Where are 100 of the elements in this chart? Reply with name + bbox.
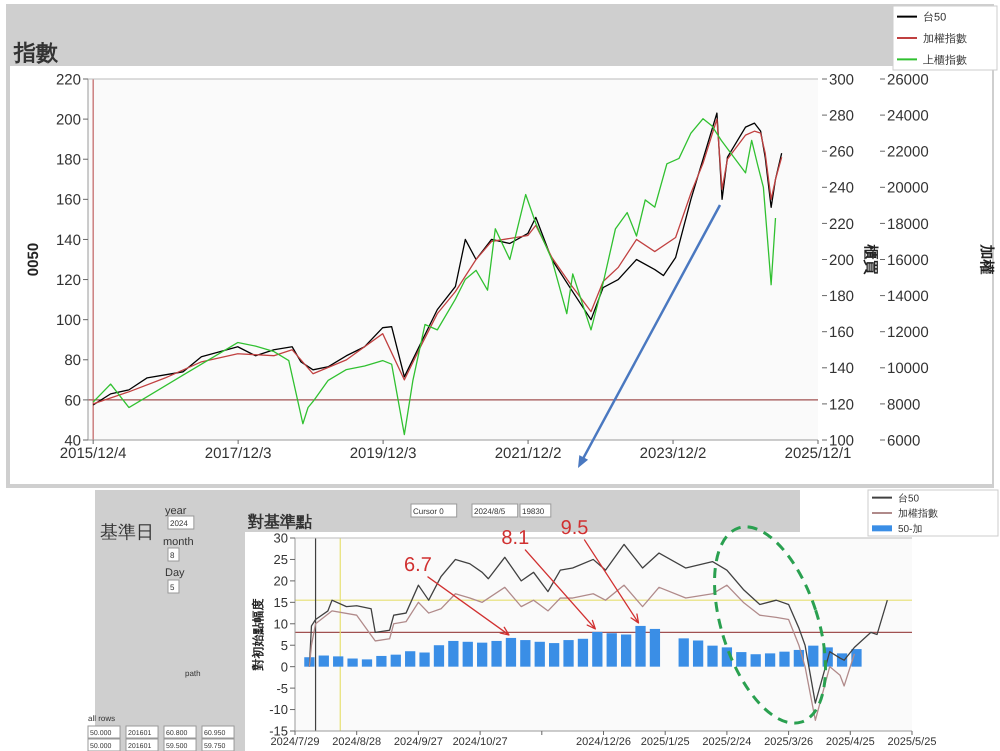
- bar: [750, 654, 761, 667]
- y3-tick-label: 18000: [887, 216, 929, 233]
- x-tick-label: 2017/12/3: [204, 445, 272, 462]
- y3-tick-label: 12000: [887, 324, 929, 342]
- y3-axis-title: 加權: [978, 244, 995, 274]
- y-axis-title: 0050: [25, 242, 42, 276]
- text: Cursor 0: [413, 507, 444, 516]
- bar: [678, 638, 689, 667]
- y-tick-label: 30: [274, 530, 288, 546]
- x-tick-label: 2025/4/25: [826, 736, 875, 748]
- y-tick-label: 15: [274, 595, 288, 610]
- y3-tick-label: 24000: [887, 108, 929, 124]
- bar: [405, 651, 416, 667]
- bar: [534, 642, 545, 667]
- annotation: 6.7: [404, 554, 432, 576]
- x-tick-label: 2024/9/27: [394, 736, 443, 748]
- y3-tick-label: 20000: [887, 180, 929, 197]
- bar: [650, 628, 660, 667]
- bar: [448, 640, 459, 667]
- y-tick-label: 140: [56, 232, 81, 249]
- annotation: 8.1: [501, 526, 530, 549]
- chart-title: 指數: [13, 40, 59, 65]
- y2-tick-label: 280: [829, 108, 854, 124]
- y2-axis-title: 櫃買: [862, 244, 879, 274]
- bar: [578, 638, 588, 667]
- y-tick-label: 25: [274, 552, 288, 568]
- y-tick-label: 100: [56, 312, 81, 330]
- text: year: [165, 505, 187, 517]
- y-axis-title: 對初始點幅度: [251, 598, 265, 672]
- legend-label: 台50: [923, 10, 946, 24]
- bar: [491, 640, 502, 667]
- bar: [635, 626, 646, 667]
- y2-tick-label: 220: [829, 216, 854, 233]
- x-tick-label: 2019/12/3: [350, 445, 416, 462]
- chart-title: 對基準點: [247, 513, 312, 531]
- text: 19830: [522, 507, 545, 516]
- annotation: 9.5: [560, 516, 588, 539]
- line-series: [308, 584, 856, 721]
- x-tick-label: 2021/12/2: [494, 445, 562, 462]
- x-tick-label: 2025/12/1: [784, 445, 852, 462]
- y-tick-label: 5: [280, 638, 288, 653]
- y2-tick-label: 260: [829, 144, 854, 161]
- x-tick-label: 2015/12/4: [60, 445, 127, 462]
- y-tick-label: 120: [56, 272, 81, 289]
- y-tick-label: 0: [280, 659, 288, 674]
- text: 8: [170, 551, 175, 560]
- legend-label: 加權指數: [898, 508, 938, 520]
- text: month: [163, 536, 194, 548]
- bar: [592, 632, 602, 667]
- legend-label: 上櫃指數: [923, 53, 967, 66]
- text: 5: [170, 583, 175, 592]
- bar: [808, 646, 818, 667]
- x-tick-label: 2024/8/28: [332, 736, 382, 748]
- x-tick-label: 2024/10/27: [452, 736, 508, 748]
- bar: [376, 656, 387, 667]
- y-tick-label: -10: [269, 702, 288, 718]
- y2-tick-label: 200: [829, 252, 854, 269]
- bar: [390, 654, 401, 667]
- x-tick-label: 2023/12/2: [640, 445, 706, 462]
- x-tick-label: 2025/2/24: [702, 736, 752, 748]
- text: all rows: [88, 714, 116, 723]
- y2-tick-label: 140: [829, 360, 854, 378]
- y2-tick-label: 120: [829, 396, 854, 414]
- text: 2024/8/5: [474, 507, 506, 516]
- y-tick-label: 20: [274, 574, 288, 589]
- bar: [549, 643, 560, 667]
- bar: [333, 656, 344, 667]
- legend-label: 加權指數: [923, 32, 967, 45]
- x-tick-label: 2024/7/29: [270, 736, 320, 748]
- x-tick-label: 2025/3/26: [764, 736, 814, 748]
- y-tick-label: 200: [56, 112, 81, 129]
- text: 2024: [170, 519, 188, 528]
- bar: [520, 640, 530, 667]
- bar: [506, 638, 516, 667]
- bar: [764, 653, 776, 667]
- x-tick-label: 2025/5/25: [888, 736, 936, 748]
- bar: [347, 658, 358, 667]
- bar: [362, 659, 372, 667]
- text: 基準日: [100, 522, 154, 542]
- y-tick-label: 80: [64, 352, 81, 370]
- y3-tick-label: 6000: [887, 432, 920, 450]
- legend-label: 台50: [898, 492, 920, 504]
- y-tick-label: -5: [276, 680, 288, 696]
- bar: [606, 633, 617, 667]
- y3-tick-label: 8000: [887, 396, 920, 414]
- bar: [620, 634, 632, 667]
- y-tick-label: -15: [269, 724, 288, 739]
- y2-tick-label: 160: [829, 324, 854, 342]
- legend-label: 50-加: [898, 522, 922, 535]
- text: path: [185, 669, 201, 678]
- y2-tick-label: 240: [829, 180, 854, 197]
- bar: [434, 645, 444, 667]
- text: Day: [165, 567, 186, 579]
- y-tick-label: 220: [56, 71, 81, 88]
- bar: [779, 652, 790, 667]
- y3-tick-label: 26000: [887, 71, 929, 88]
- y2-tick-label: 180: [829, 288, 854, 305]
- y3-tick-label: 14000: [887, 288, 929, 305]
- x-tick-label: 2025/1/25: [640, 736, 690, 748]
- bar: [477, 642, 488, 667]
